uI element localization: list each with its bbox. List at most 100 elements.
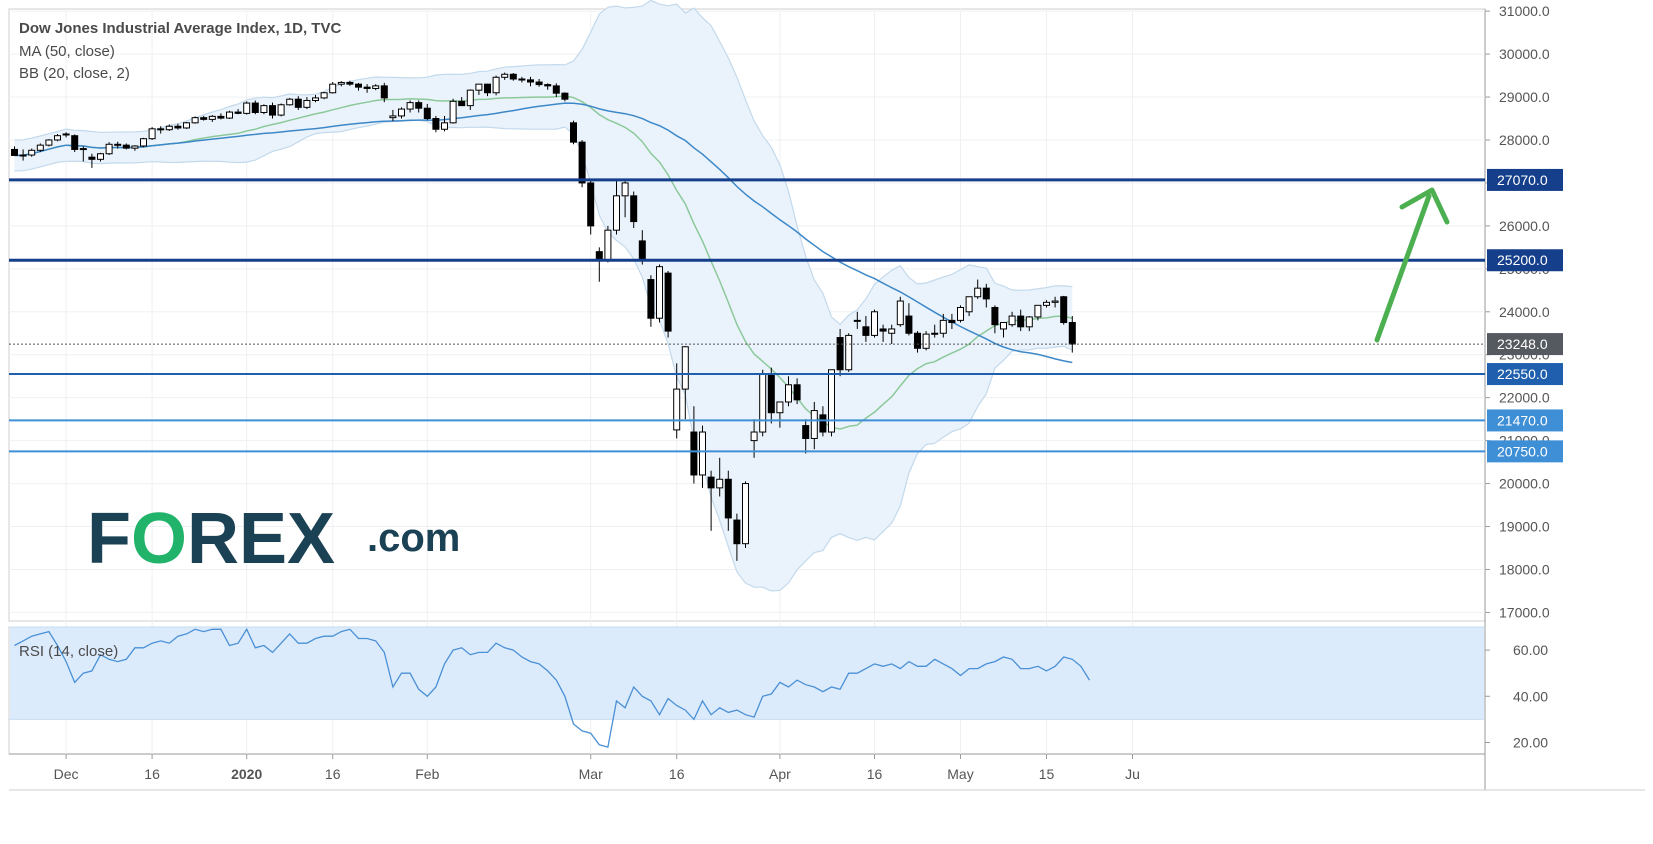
candle xyxy=(759,369,767,437)
price-badge-label: 21470.0 xyxy=(1497,412,1548,428)
y-tick-label: 31000.0 xyxy=(1499,3,1550,19)
candle xyxy=(1017,309,1025,332)
y-tick-label: 19000.0 xyxy=(1499,519,1550,535)
candle xyxy=(269,102,276,119)
price-badge: 23248.0 xyxy=(1487,333,1563,356)
candle-body xyxy=(423,107,431,120)
candle xyxy=(922,331,930,351)
candle-body xyxy=(251,102,259,114)
candle xyxy=(36,143,44,153)
candle xyxy=(415,100,423,113)
candle-body xyxy=(200,117,208,120)
candle xyxy=(828,369,835,437)
candle-body xyxy=(991,306,999,326)
candle-body xyxy=(372,85,380,89)
y-tick-label: 22000.0 xyxy=(1499,390,1550,406)
candle xyxy=(664,270,672,338)
candle-body xyxy=(71,135,79,150)
candle-body xyxy=(578,141,586,184)
price-badge: 27070.0 xyxy=(1487,168,1563,191)
candle xyxy=(845,333,853,372)
candle-body xyxy=(312,97,319,101)
candle xyxy=(71,134,79,153)
candle-body xyxy=(88,156,96,160)
candle xyxy=(183,121,190,129)
candle xyxy=(974,279,982,299)
candle xyxy=(475,83,483,95)
candle-body xyxy=(888,328,896,334)
candle-body xyxy=(673,388,681,431)
candle-body xyxy=(948,319,956,324)
candle xyxy=(54,133,61,142)
candle xyxy=(647,275,655,327)
candle-body xyxy=(140,138,147,147)
candle xyxy=(389,109,397,122)
price-axis-labels: 17000.018000.019000.020000.021000.022000… xyxy=(1485,3,1563,620)
candle-body xyxy=(234,111,242,114)
candle-body xyxy=(742,483,749,545)
price-badge: 25200.0 xyxy=(1487,249,1563,272)
candle-body xyxy=(208,115,216,120)
candle xyxy=(957,305,964,323)
candle xyxy=(853,311,861,329)
y-tick-label: 20000.0 xyxy=(1499,476,1550,492)
candle xyxy=(492,75,500,96)
x-tick-label: 2020 xyxy=(231,766,262,782)
candle-body xyxy=(724,478,732,519)
x-tick-label: 15 xyxy=(1039,766,1055,782)
ma-legend: MA (50, close) xyxy=(19,43,115,60)
candle-body xyxy=(561,92,569,100)
candle xyxy=(630,191,638,229)
candle-body xyxy=(1043,301,1050,306)
candle-body xyxy=(785,384,792,403)
candle-body xyxy=(853,319,861,322)
candle-body xyxy=(982,287,990,300)
candle-body xyxy=(449,100,457,124)
candle-body xyxy=(191,117,199,124)
candle xyxy=(380,82,388,103)
x-tick-label: 16 xyxy=(325,766,341,782)
candle xyxy=(716,457,724,497)
candle-body xyxy=(836,337,844,371)
candle xyxy=(914,331,921,353)
candle xyxy=(802,419,810,454)
candle-body xyxy=(957,306,964,321)
candle xyxy=(131,145,139,151)
candle-body xyxy=(690,431,698,476)
candle xyxy=(810,401,818,450)
rsi-tick-label: 60.00 xyxy=(1513,642,1548,658)
candle xyxy=(862,316,870,342)
candle xyxy=(931,324,939,338)
ma50-line xyxy=(14,102,1073,364)
candle xyxy=(337,81,345,87)
candle-body xyxy=(458,100,466,107)
candle-body xyxy=(664,272,672,332)
x-tick-label: 16 xyxy=(669,766,685,782)
rsi-line xyxy=(14,627,1091,748)
candle xyxy=(372,84,380,91)
candle xyxy=(905,303,913,336)
bb-middle-line xyxy=(14,95,1073,430)
candle-body xyxy=(294,98,302,108)
candle-body xyxy=(380,85,388,99)
candle-body xyxy=(174,125,182,129)
candle xyxy=(656,264,663,323)
y-tick-label: 29000.0 xyxy=(1499,89,1550,105)
candle-body xyxy=(36,144,44,151)
x-tick-label: Feb xyxy=(415,766,439,782)
candle xyxy=(286,97,294,106)
candle-body xyxy=(1060,296,1068,324)
candle-body xyxy=(527,79,534,83)
candle-body xyxy=(905,315,913,334)
price-badge-bg xyxy=(1487,249,1563,272)
candle-body xyxy=(183,122,190,129)
candle xyxy=(673,363,681,439)
candle xyxy=(991,305,999,334)
candle xyxy=(363,84,371,93)
candle xyxy=(965,296,973,317)
candle-body xyxy=(148,128,156,140)
candle-body xyxy=(363,86,371,89)
forex-logo: FOREX .com xyxy=(87,499,460,579)
candle-body xyxy=(862,326,870,336)
candle-body xyxy=(406,102,414,110)
